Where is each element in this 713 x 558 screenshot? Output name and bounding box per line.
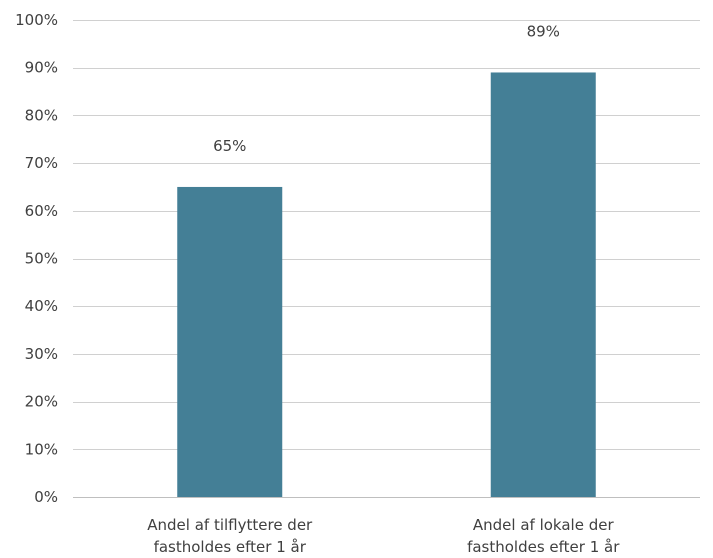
bar — [177, 186, 283, 497]
y-tick-label: 60% — [25, 202, 58, 220]
data-labels: 65% 89% — [213, 22, 560, 154]
x-category-label: Andel af tilflyttere der fastholdes efter… — [147, 516, 313, 556]
y-axis-ticks: 0% 10% 20% 30% 40% 50% 60% 70% 80% 90% 100% — [15, 11, 58, 506]
y-tick-label: 20% — [25, 393, 58, 411]
y-tick-label: 40% — [25, 297, 58, 315]
x-category-label: Andel af lokale der fastholdes efter 1 år — [467, 516, 620, 556]
y-tick-label: 30% — [25, 345, 58, 363]
y-tick-label: 50% — [25, 250, 58, 268]
data-label: 89% — [527, 22, 560, 40]
y-tick-label: 70% — [25, 154, 58, 172]
data-label: 65% — [213, 137, 246, 155]
bars — [177, 72, 596, 497]
gridlines — [73, 20, 700, 498]
bar — [490, 72, 596, 497]
y-tick-label: 80% — [25, 106, 58, 124]
y-tick-label: 10% — [25, 440, 58, 458]
y-tick-label: 100% — [15, 11, 58, 29]
y-tick-label: 90% — [25, 59, 58, 77]
y-tick-label: 0% — [34, 488, 58, 506]
x-axis-categories: Andel af tilflyttere der fastholdes efter… — [147, 516, 620, 556]
